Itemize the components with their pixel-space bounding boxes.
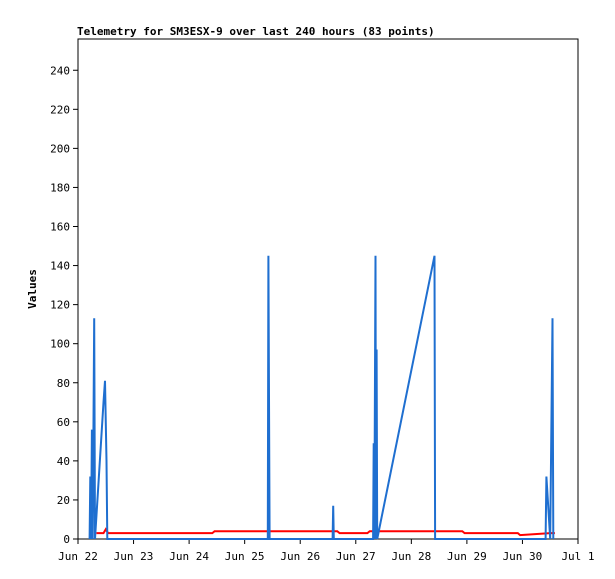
x-tick-label: Jun 29 [447, 550, 487, 563]
y-tick-label: 200 [50, 142, 70, 155]
y-tick-label: 0 [63, 533, 70, 546]
y-tick-label: 120 [50, 299, 70, 312]
x-tick-label: Jun 23 [114, 550, 154, 563]
x-tick-label: Jun 26 [280, 550, 320, 563]
y-tick-label: 40 [57, 455, 70, 468]
y-tick-label: 20 [57, 494, 70, 507]
y-axis-title: Values [26, 269, 39, 309]
chart-title: Telemetry for SM3ESX-9 over last 240 hou… [77, 25, 435, 38]
series-layer [88, 255, 555, 540]
x-tick-label: Jun 22 [58, 550, 98, 563]
y-tick-label: 240 [50, 64, 70, 77]
x-tick-label: Jun 27 [336, 550, 376, 563]
y-tick-label: 140 [50, 260, 70, 273]
y-tick-label: 180 [50, 181, 70, 194]
x-tick-label: Jul 1 [561, 550, 594, 563]
y-tick-label: 220 [50, 103, 70, 116]
y-axis: 0 20 40 60 80 100 120 140 160 180 200 220 240 [50, 64, 78, 546]
x-tick-label: Jun 28 [391, 550, 431, 563]
x-tick-label: Jun 30 [503, 550, 543, 563]
y-tick-label: 80 [57, 377, 70, 390]
y-tick-label: 100 [50, 338, 70, 351]
plot-area [77, 38, 579, 540]
x-tick-label: Jun 25 [225, 550, 265, 563]
series-line-2 [88, 255, 555, 540]
series-line-1 [96, 527, 555, 537]
y-tick-label: 60 [57, 416, 70, 429]
x-tick-label: Jun 24 [169, 550, 209, 563]
x-axis: Jun 22 Jun 23 Jun 24 Jun 25 Jun 26 Jun 27 Jun … [58, 539, 595, 563]
y-tick-label: 160 [50, 221, 70, 234]
